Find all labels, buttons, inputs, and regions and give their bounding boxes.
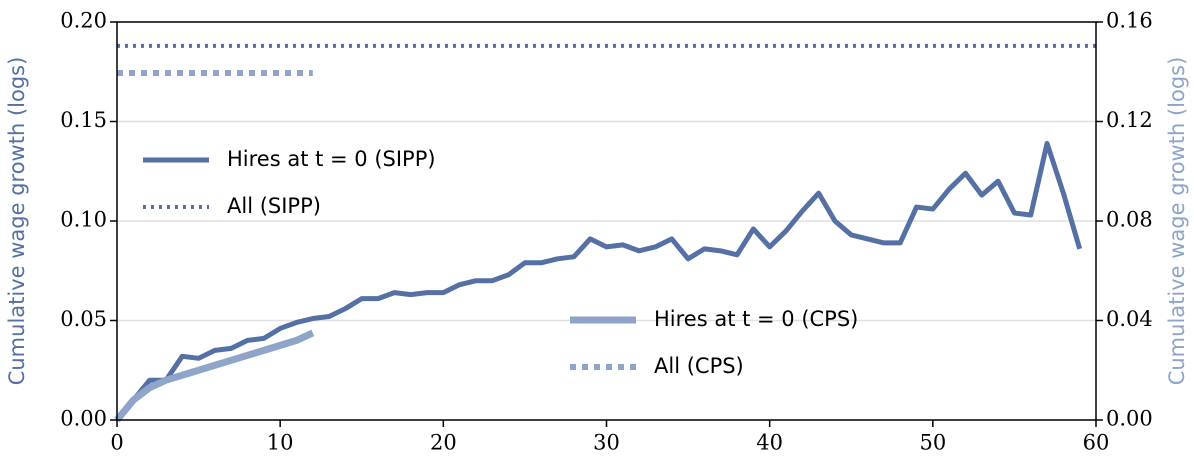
series-line <box>115 140 1083 422</box>
y2-axis-label: Cumulative wage growth (logs) <box>1165 57 1189 386</box>
x-tick-label: 30 <box>593 431 620 455</box>
y2-tick-label: 0.12 <box>1106 108 1153 132</box>
plot-frame <box>116 21 1097 421</box>
legend-label: Hires at t = 0 (SIPP) <box>227 147 436 171</box>
x-tick-label: 20 <box>430 431 457 455</box>
y2-tick-label: 0.16 <box>1106 9 1153 33</box>
legend-label: All (SIPP) <box>227 194 321 218</box>
series-line <box>114 329 315 423</box>
x-tick-label: 50 <box>919 431 946 455</box>
y2-tick-label: 0.00 <box>1106 407 1153 431</box>
y-tick-label: 0.15 <box>60 108 107 132</box>
y-tick-label: 0.10 <box>60 208 107 232</box>
y-axis-label: Cumulative wage growth (logs) <box>5 57 29 386</box>
y2-tick-label: 0.04 <box>1106 307 1153 331</box>
y-tick-label: 0.20 <box>60 9 107 33</box>
y-tick-label: 0.00 <box>60 407 107 431</box>
legend-label: Hires at t = 0 (CPS) <box>654 307 858 331</box>
y2-tick-label: 0.08 <box>1106 208 1153 232</box>
x-tick-label: 60 <box>1083 431 1110 455</box>
x-tick-label: 40 <box>756 431 783 455</box>
y-tick-label: 0.05 <box>60 307 107 331</box>
x-tick-label: 10 <box>267 431 294 455</box>
x-tick-label: 0 <box>110 431 123 455</box>
legend-label: All (CPS) <box>654 354 744 378</box>
